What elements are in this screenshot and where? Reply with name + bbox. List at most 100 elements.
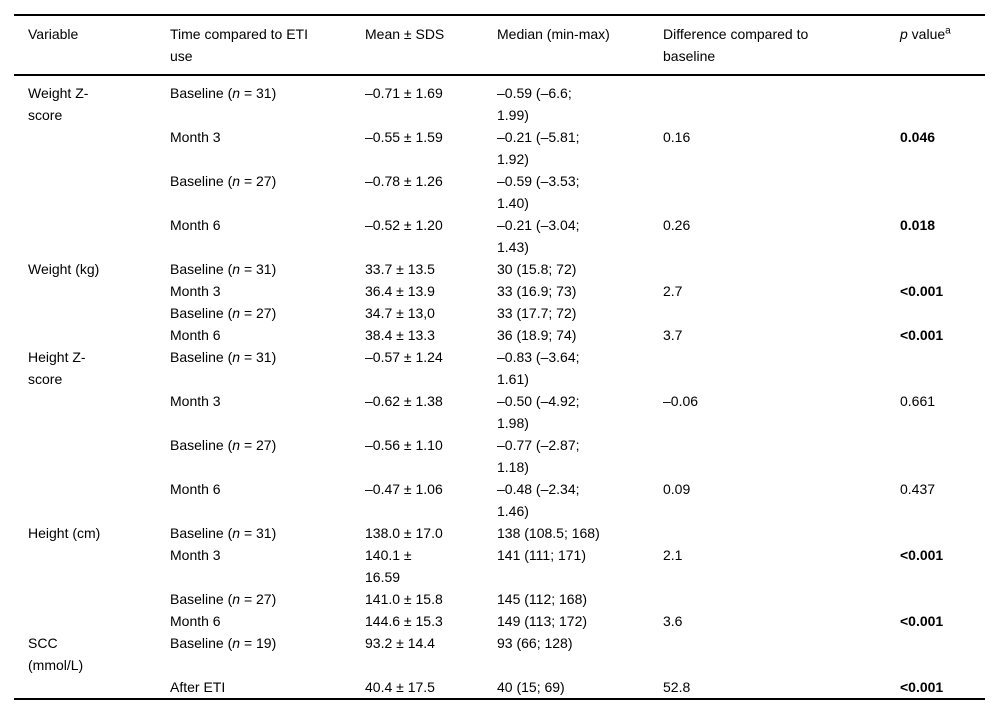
mean-cell: 144.6 ± 15.3 bbox=[365, 613, 443, 629]
median-cell: –0.48 (–2.34; 1.46) bbox=[497, 481, 580, 519]
mean-cell: 34.7 ± 13,0 bbox=[365, 305, 435, 321]
time-cell: Baseline (n = 31) bbox=[156, 346, 351, 390]
time-label: After ETI bbox=[170, 679, 226, 695]
variable-cell: SCC (mmol/L) bbox=[28, 635, 84, 673]
pvalue-cell: <0.001 bbox=[900, 547, 944, 563]
variable-cell bbox=[14, 214, 156, 258]
median-cell: 149 (113; 172) bbox=[497, 613, 588, 629]
pvalue-cell bbox=[886, 632, 985, 676]
header-row: Variable Time compared to ETI use Mean ±… bbox=[14, 15, 985, 76]
difference-cell bbox=[649, 302, 886, 324]
table-row: Baseline (n = 27) –0.56 ± 1.10 –0.77 (–2.8… bbox=[14, 434, 985, 478]
time-label: Baseline ( bbox=[170, 85, 233, 101]
pvalue-cell: 0.437 bbox=[900, 481, 936, 497]
mean-cell: –0.57 ± 1.24 bbox=[365, 349, 443, 365]
mean-cell: 36.4 ± 13.9 bbox=[365, 283, 435, 299]
mean-cell: –0.71 ± 1.69 bbox=[365, 85, 443, 101]
time-label-suffix: = 31) bbox=[240, 85, 277, 101]
table-header: Variable Time compared to ETI use Mean ±… bbox=[14, 15, 985, 76]
time-cell: Baseline (n = 19) bbox=[156, 632, 351, 676]
median-cell: –0.50 (–4.92; 1.98) bbox=[497, 393, 580, 431]
time-cell: Baseline (n = 31) bbox=[156, 75, 351, 126]
difference-cell: –0.06 bbox=[663, 393, 699, 409]
mean-cell: 40.4 ± 17.5 bbox=[365, 679, 435, 695]
pvalue-cell: 0.661 bbox=[900, 393, 936, 409]
time-label: Month 3 bbox=[170, 129, 221, 145]
difference-cell: 0.09 bbox=[663, 481, 691, 497]
pvalue-cell bbox=[886, 75, 985, 126]
table-row: Month 6 144.6 ± 15.3 149 (113; 172) 3.6 <0.0… bbox=[14, 610, 985, 632]
median-cell: 141 (111; 171) bbox=[497, 547, 586, 563]
sample-size-symbol: n bbox=[232, 261, 241, 277]
table-row: Weight Z- score Baseline (n = 31) –0.71 ± … bbox=[14, 75, 985, 126]
time-label: Baseline ( bbox=[170, 305, 233, 321]
time-cell: Month 6 bbox=[156, 324, 351, 346]
time-cell: Baseline (n = 31) bbox=[156, 258, 351, 280]
pvalue-cell: <0.001 bbox=[900, 679, 944, 695]
table-row: Weight (kg) Baseline (n = 31) 33.7 ± 13.5 3… bbox=[14, 258, 985, 280]
variable-cell: Weight Z- score bbox=[28, 85, 89, 123]
time-cell: Baseline (n = 27) bbox=[156, 302, 351, 324]
median-cell: 33 (17.7; 72) bbox=[497, 305, 577, 321]
table-row: Baseline (n = 27) –0.78 ± 1.26 –0.59 (–3.5… bbox=[14, 170, 985, 214]
median-cell: –0.21 (–5.81; 1.92) bbox=[497, 129, 580, 167]
difference-cell bbox=[649, 170, 886, 214]
time-label: Baseline ( bbox=[170, 635, 233, 651]
time-cell: Month 3 bbox=[156, 280, 351, 302]
difference-cell bbox=[649, 588, 886, 610]
time-label: Baseline ( bbox=[170, 261, 233, 277]
time-cell: Month 6 bbox=[156, 610, 351, 632]
variable-cell bbox=[14, 544, 156, 588]
pvalue-symbol: p bbox=[900, 26, 908, 42]
sample-size-symbol: n bbox=[232, 305, 241, 321]
mean-cell: –0.47 ± 1.06 bbox=[365, 481, 443, 497]
variable-cell: Height (cm) bbox=[28, 525, 101, 541]
mean-cell: 93.2 ± 14.4 bbox=[365, 635, 435, 651]
mean-cell: 33.7 ± 13.5 bbox=[365, 261, 435, 277]
pvalue-cell bbox=[886, 434, 985, 478]
time-label: Month 3 bbox=[170, 283, 221, 299]
pvalue-cell: <0.001 bbox=[900, 283, 944, 299]
time-label: Month 3 bbox=[170, 393, 221, 409]
difference-cell: 0.26 bbox=[663, 217, 691, 233]
time-label: Month 3 bbox=[170, 547, 221, 563]
table-row: Height (cm) Baseline (n = 31) 138.0 ± 17.0… bbox=[14, 522, 985, 544]
median-cell: 30 (15.8; 72) bbox=[497, 261, 577, 277]
time-label-suffix: = 27) bbox=[240, 437, 277, 453]
time-label: Month 6 bbox=[170, 613, 221, 629]
mean-cell: 141.0 ± 15.8 bbox=[365, 591, 443, 607]
table-row: Baseline (n = 27) 34.7 ± 13,0 33 (17.7; 72… bbox=[14, 302, 985, 324]
mean-cell: 138.0 ± 17.0 bbox=[365, 525, 443, 541]
time-label: Baseline ( bbox=[170, 349, 233, 365]
time-label-suffix: = 19) bbox=[240, 635, 277, 651]
variable-cell bbox=[14, 170, 156, 214]
table-row: Height Z- score Baseline (n = 31) –0.57 ± … bbox=[14, 346, 985, 390]
mean-cell: –0.55 ± 1.59 bbox=[365, 129, 443, 145]
table-row: SCC (mmol/L) Baseline (n = 19) 93.2 ± 14.4… bbox=[14, 632, 985, 676]
pvalue-cell bbox=[886, 346, 985, 390]
difference-cell bbox=[649, 434, 886, 478]
table-row: Baseline (n = 27) 141.0 ± 15.8 145 (112; 1… bbox=[14, 588, 985, 610]
variable-cell: Height Z- score bbox=[28, 349, 86, 387]
difference-cell: 0.16 bbox=[663, 129, 691, 145]
variable-cell bbox=[14, 588, 156, 610]
pvalue-cell: 0.046 bbox=[900, 129, 936, 145]
table-row: Month 3 –0.55 ± 1.59 –0.21 (–5.81; 1.92) 0.… bbox=[14, 126, 985, 170]
median-cell: –0.59 (–6.6; 1.99) bbox=[497, 85, 572, 123]
table-row: After ETI 40.4 ± 17.5 40 (15; 69) 52.8 <0.00… bbox=[14, 676, 985, 699]
median-cell: 138 (108.5; 168) bbox=[497, 525, 600, 541]
table-row: Month 3 36.4 ± 13.9 33 (16.9; 73) 2.7 <0.001 bbox=[14, 280, 985, 302]
variable-cell bbox=[14, 610, 156, 632]
median-cell: 145 (112; 168) bbox=[497, 591, 588, 607]
results-table: Variable Time compared to ETI use Mean ±… bbox=[14, 14, 985, 700]
pvalue-cell bbox=[886, 258, 985, 280]
sample-size-symbol: n bbox=[232, 525, 241, 541]
pvalue-cell bbox=[886, 588, 985, 610]
time-label-suffix: = 27) bbox=[240, 173, 277, 189]
mean-cell: –0.78 ± 1.26 bbox=[365, 173, 443, 189]
difference-cell: 3.6 bbox=[663, 613, 683, 629]
difference-cell bbox=[649, 75, 886, 126]
mean-cell: –0.56 ± 1.10 bbox=[365, 437, 443, 453]
time-label: Baseline ( bbox=[170, 525, 233, 541]
sample-size-symbol: n bbox=[232, 591, 241, 607]
